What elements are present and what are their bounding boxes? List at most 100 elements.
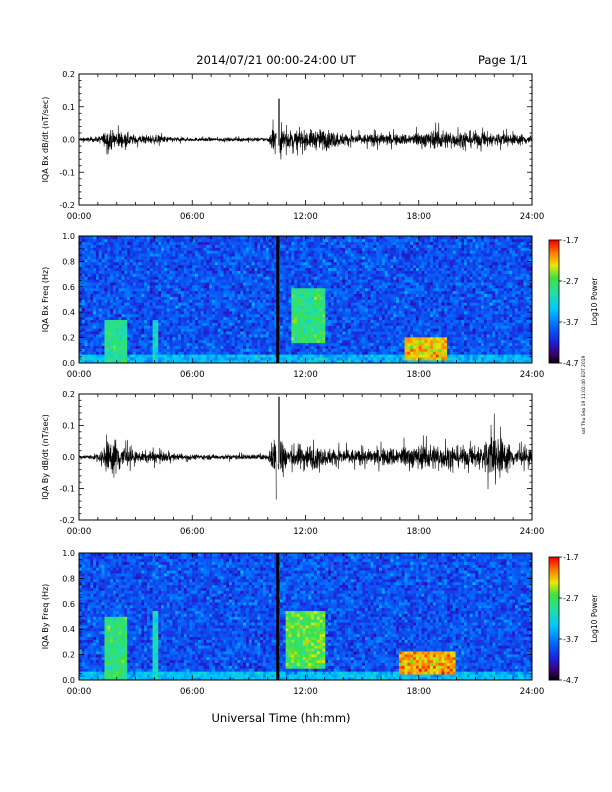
spectrogram-cell [146,247,151,251]
spectrogram-cell [132,342,136,346]
spectrogram-cell [294,311,298,315]
spectrogram-cell [195,241,199,245]
spectrogram-cell [209,261,213,266]
spectrogram-cell [294,299,298,303]
spectrogram-cell [257,296,261,300]
spectrogram-cell [209,351,213,355]
spectrogram-cell [186,273,190,277]
spectrogram-cell [353,313,357,318]
spectrogram-cell [172,287,176,292]
spectrogram-cell [172,322,176,326]
spectrogram-cell [345,261,349,266]
spectrogram-cell [322,293,326,297]
spectrogram-cell [79,259,83,263]
spectrogram-cell [163,238,168,243]
spectrogram-cell [336,337,340,341]
spectrogram-cell [186,334,190,338]
spectrogram-cell [237,253,241,257]
spectrogram-cell [297,331,301,335]
spectrogram-cell [373,305,377,309]
spectrogram-cell [246,342,250,346]
spectrogram-cell [305,293,309,297]
spectrogram-cell [333,357,337,361]
spectrogram-cell [280,305,284,309]
spectrogram-cell [302,238,306,243]
spectrogram-cell [135,348,139,352]
spectrogram-cell [110,357,114,361]
spectrogram-cell [146,313,151,318]
spectrogram-cell [311,238,315,243]
spectrogram-cell [212,308,216,312]
spectrogram-cell [223,261,227,266]
spectrogram-cell [285,290,289,295]
spectrogram-cell [282,238,286,243]
spectrogram-cell [319,238,323,243]
spectrogram-cell [322,325,326,329]
spectrogram-cell [144,345,148,349]
spectrogram-cell [240,316,244,321]
spectrogram-cell [223,279,227,283]
spectrogram-cell [367,339,371,344]
spectrogram-cell [166,354,170,358]
spectrogram-cell [87,238,91,243]
spectrogram-cell [189,296,193,300]
spectrogram-cell [84,261,88,266]
spectrogram-cell [183,305,187,309]
spectrogram-cell [260,267,264,271]
spectrogram-cell [121,308,125,312]
spectrogram-cell [353,273,357,277]
spectrogram-cell [169,285,173,289]
spectrogram-cell [246,354,250,358]
spectrogram-cell [110,337,114,341]
spectrogram-cell [254,276,258,280]
spectrogram-cell [367,311,371,315]
spectrogram-cell [189,302,193,306]
spectrogram-cell [246,348,250,352]
spectrogram-cell [223,276,227,280]
spectrogram-cell [231,296,236,300]
spectrogram-cell [132,305,136,309]
spectrogram-cell [356,319,360,323]
spectrogram-cell [200,236,204,240]
spectrogram-cell [285,334,289,338]
spectrogram-cell [313,241,318,245]
spectrogram-cell [342,296,346,300]
spectrogram-cell [387,241,391,245]
spectrogram-cell [299,261,303,266]
spectrogram-cell [342,308,346,312]
spectrogram-cell [376,241,380,245]
spectrogram-cell [81,334,85,338]
spectrogram-cell [163,285,168,289]
spectrogram-cell [364,351,369,355]
spectrogram-cell [336,247,340,251]
spectrogram-cell [197,244,202,248]
spectrogram-cell [121,305,125,309]
spectrogram-cell [107,302,111,306]
spectrogram-cell [172,247,176,251]
spectrogram-cell [127,247,131,251]
spectrogram-cell [166,261,170,266]
spectrogram-cell [212,290,216,295]
spectrogram-cell [237,311,241,315]
spectrogram-cell [311,334,315,338]
spectrogram-cell [347,357,352,361]
spectrogram-cell [254,334,258,338]
spectrogram-cell [257,250,261,254]
spectrogram-cell [234,244,238,248]
spectrogram-cell [297,348,301,352]
spectrogram-cell [260,273,264,277]
spectrogram-cell [220,313,224,318]
spectrogram-cell [285,276,289,280]
spectrogram-cell [246,261,250,266]
spectrogram-cell [200,264,204,269]
spectrogram-cell [246,273,250,277]
spectrogram-cell [79,273,83,277]
spectrogram-cell [305,342,309,346]
spectrogram-cell [87,348,91,352]
spectrogram-cell [189,316,193,321]
spectrogram-cell [288,348,292,352]
spectrogram-cell [285,261,289,266]
spectrogram-cell [112,339,117,344]
spectrogram-cell [288,253,292,257]
spectrogram-cell [297,302,301,306]
